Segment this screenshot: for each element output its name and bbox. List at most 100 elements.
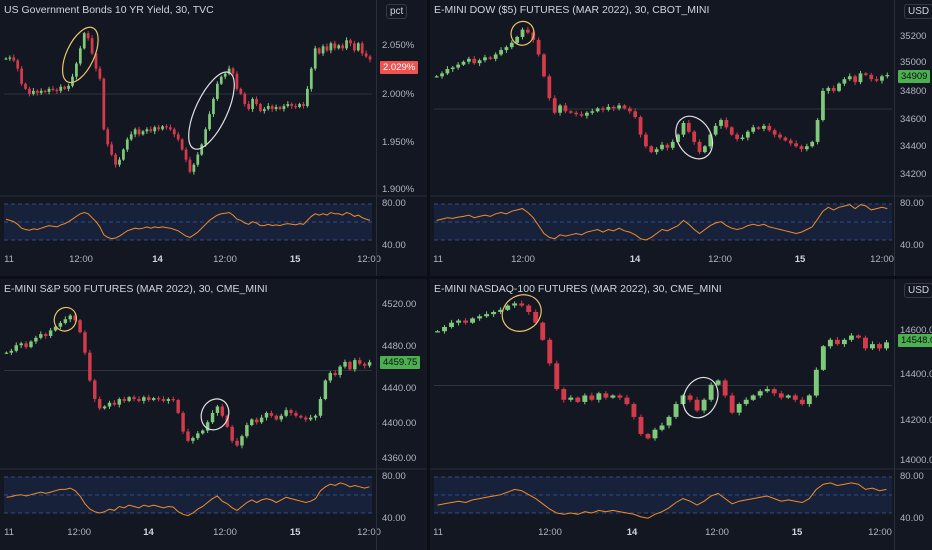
price-axis-tick: 14400.00 — [900, 369, 932, 380]
candle-body — [55, 89, 59, 92]
time-axis-tick: 11 — [4, 527, 14, 538]
candle-body — [364, 53, 368, 57]
candle-body — [356, 43, 360, 51]
panel-nasdaq[interactable]: E-MINI NASDAQ-100 FUTURES (MAR 2022), 30… — [430, 279, 932, 550]
candle-body — [772, 130, 777, 135]
candle-body — [540, 322, 546, 340]
candle-body — [367, 362, 372, 366]
candle-body — [208, 114, 211, 130]
panel-dow[interactable]: E-MINI DOW ($5) FUTURES (MAR 2022), 30, … — [430, 0, 932, 276]
candle-body — [477, 60, 482, 64]
candle-body — [880, 76, 884, 81]
candle-body — [306, 88, 309, 107]
currency-button[interactable]: USD — [904, 4, 932, 19]
candle-body — [112, 402, 117, 405]
candle-body — [729, 127, 734, 135]
candle-body — [184, 149, 188, 160]
candle-body — [552, 98, 557, 113]
candle-body — [308, 417, 313, 420]
candle-body — [574, 112, 579, 115]
candle-body — [132, 397, 136, 400]
chart-canvas[interactable] — [430, 279, 932, 550]
candle-body — [274, 415, 279, 420]
candle-body — [141, 131, 145, 135]
candle-body — [456, 320, 462, 323]
time-axis-tick: 12:00 — [868, 527, 892, 538]
candle-body — [304, 417, 308, 420]
candle-body — [94, 53, 98, 69]
time-axis-tick: 14 — [629, 254, 641, 265]
candle-body — [215, 406, 220, 413]
candle-body — [654, 149, 659, 153]
price-axis-tick: 4440.00 — [382, 383, 417, 394]
candle-body — [172, 129, 176, 135]
panel-sp500[interactable]: E-MINI S&P 500 FUTURES (MAR 2022), 30, C… — [0, 279, 427, 550]
candle-body — [39, 334, 43, 338]
panel-title: E-MINI NASDAQ-100 FUTURES (MAR 2022), 30… — [434, 283, 722, 295]
time-axis-tick: 15 — [794, 254, 806, 265]
chart-canvas[interactable] — [430, 0, 932, 276]
candle-body — [348, 361, 352, 370]
candle-body — [294, 412, 298, 416]
panel-us10y[interactable]: US Government Bonds 10 YR Yield, 30, TVC… — [0, 0, 427, 276]
candle-body — [589, 395, 595, 400]
candle-body — [633, 111, 638, 118]
candle-body — [847, 76, 852, 80]
candle-body — [186, 431, 190, 441]
candle-body — [884, 342, 889, 349]
time-axis-tick: 15 — [289, 254, 301, 265]
candle-body — [627, 108, 632, 112]
rsi-band — [434, 204, 892, 240]
candle-body — [204, 129, 207, 145]
candle-body — [240, 436, 244, 446]
rsi-line — [436, 204, 888, 241]
candle-body — [885, 74, 890, 77]
candle-body — [196, 154, 200, 165]
candle-body — [575, 397, 581, 402]
currency-button[interactable]: USD — [904, 283, 932, 298]
candle-body — [230, 426, 234, 441]
candle-body — [477, 316, 483, 319]
candle-body — [290, 104, 294, 107]
candle-body — [799, 146, 804, 150]
candle-body — [212, 98, 215, 115]
candle-body — [701, 399, 707, 411]
price-axis-tick: 4520.00 — [382, 299, 417, 310]
candle-body — [251, 98, 254, 110]
candle-body — [631, 404, 637, 417]
rsi-axis-tick: 80.00 — [382, 471, 406, 482]
candle-body — [820, 346, 826, 370]
chart-canvas[interactable] — [0, 0, 427, 276]
candle-body — [181, 412, 185, 432]
candle-body — [43, 334, 48, 336]
candle-body — [561, 389, 567, 400]
candle-body — [368, 56, 372, 60]
price-axis-tick: 4480.00 — [382, 341, 417, 352]
candle-body — [788, 140, 793, 144]
candle-body — [778, 393, 784, 398]
candle-body — [192, 164, 196, 172]
chart-canvas[interactable] — [0, 279, 427, 550]
candle-body — [568, 397, 574, 400]
candle-body — [298, 104, 301, 108]
highlight-ellipse-yellow — [501, 294, 542, 332]
candle-body — [708, 384, 714, 400]
rsi-axis-tick: 80.00 — [382, 198, 406, 209]
candle-body — [358, 360, 362, 364]
candle-body — [783, 137, 788, 141]
candle-body — [78, 48, 82, 64]
candle-body — [724, 120, 729, 128]
pane-separator-vertical[interactable] — [427, 0, 430, 550]
candle-body — [601, 108, 605, 110]
price-axis-tick: 4400.00 — [382, 418, 417, 429]
candle-body — [166, 399, 171, 401]
price-axis-tick: 34200 — [900, 169, 927, 180]
candle-body — [870, 344, 875, 349]
candle-body — [771, 389, 777, 394]
currency-button[interactable]: pct — [386, 4, 408, 19]
pane-separator-horizontal[interactable] — [0, 276, 932, 279]
candle-body — [31, 90, 35, 94]
candle-body — [542, 54, 546, 77]
candle-body — [606, 106, 611, 110]
candle-body — [815, 120, 820, 142]
